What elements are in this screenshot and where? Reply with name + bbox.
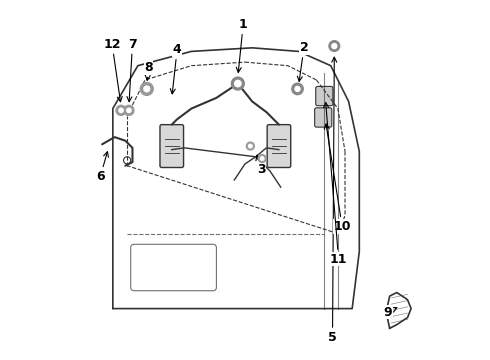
Circle shape bbox=[260, 157, 264, 160]
Text: 6: 6 bbox=[96, 152, 108, 183]
Circle shape bbox=[248, 144, 252, 148]
FancyBboxPatch shape bbox=[315, 108, 332, 127]
Text: 1: 1 bbox=[236, 18, 247, 72]
Text: 5: 5 bbox=[328, 57, 337, 344]
Circle shape bbox=[329, 41, 340, 51]
Circle shape bbox=[124, 105, 134, 115]
Circle shape bbox=[258, 155, 266, 162]
Circle shape bbox=[119, 108, 123, 112]
FancyBboxPatch shape bbox=[160, 125, 184, 167]
Circle shape bbox=[127, 108, 131, 112]
Circle shape bbox=[332, 44, 337, 49]
Text: 9: 9 bbox=[384, 306, 397, 319]
Text: 4: 4 bbox=[171, 43, 181, 94]
Circle shape bbox=[246, 142, 254, 150]
Circle shape bbox=[295, 86, 300, 91]
Circle shape bbox=[144, 86, 149, 92]
Text: 10: 10 bbox=[324, 124, 351, 233]
Circle shape bbox=[235, 80, 241, 87]
Text: 11: 11 bbox=[323, 103, 347, 266]
FancyBboxPatch shape bbox=[267, 125, 291, 167]
Circle shape bbox=[231, 77, 245, 90]
Text: 8: 8 bbox=[144, 61, 153, 80]
Text: 3: 3 bbox=[256, 155, 266, 176]
Text: 7: 7 bbox=[127, 38, 137, 102]
Text: 12: 12 bbox=[103, 38, 122, 102]
Circle shape bbox=[292, 83, 303, 95]
Circle shape bbox=[140, 82, 153, 95]
Circle shape bbox=[116, 105, 126, 115]
FancyBboxPatch shape bbox=[316, 86, 333, 106]
Text: 2: 2 bbox=[297, 41, 308, 81]
